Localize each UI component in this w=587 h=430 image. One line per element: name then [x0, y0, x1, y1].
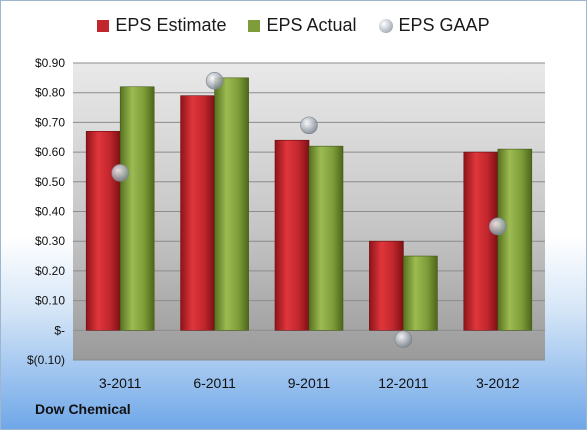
legend-swatch-eps-estimate — [97, 19, 110, 32]
bar-eps-estimate — [85, 131, 121, 331]
marker-eps-gaap — [300, 116, 318, 135]
legend-swatch-eps-actual — [248, 19, 261, 32]
bar-eps-actual — [497, 148, 533, 331]
x-category-label: 9-2011 — [288, 375, 331, 391]
company-name: Dow Chemical — [35, 401, 131, 417]
legend-label-eps-estimate: EPS Estimate — [115, 15, 227, 35]
marker-eps-gaap — [394, 330, 413, 349]
y-tick-label: $(0.10) — [27, 353, 65, 367]
y-tick-label: $0.40 — [35, 205, 65, 219]
y-tick-label: $0.60 — [35, 145, 65, 159]
y-tick-label: $0.10 — [35, 294, 65, 308]
y-tick-label: $0.80 — [35, 86, 65, 100]
gaap-markers — [111, 72, 507, 349]
bar-eps-actual — [119, 86, 155, 331]
legend-item-eps-estimate: EPS Estimate — [97, 15, 226, 36]
y-axis-ticks: $0.90 $0.80 $0.70 $0.60 $0.50 $0.40 $0.30 $0.20… — [27, 56, 65, 367]
legend-item-eps-actual: EPS Actual — [248, 15, 357, 36]
x-category-label: 12-2011 — [378, 375, 429, 391]
y-tick-label: $0.50 — [35, 175, 65, 189]
marker-eps-gaap — [488, 217, 507, 236]
bar-eps-actual — [403, 255, 438, 331]
y-tick-label: $0.70 — [35, 115, 65, 129]
bar-eps-actual — [214, 77, 249, 331]
legend-marker-eps-gaap — [378, 18, 393, 33]
legend: EPS Estimate EPS Actual EPS GAAP — [1, 15, 586, 36]
x-category-label: 3-2011 — [99, 375, 142, 391]
legend-label-eps-gaap: EPS GAAP — [398, 15, 490, 35]
legend-label-eps-actual: EPS Actual — [266, 15, 357, 35]
x-axis-categories: 3-2011 6-2011 9-2011 12-2011 3-2012 — [99, 375, 520, 391]
bar-eps-estimate — [369, 240, 404, 331]
y-tick-label: $0.20 — [35, 264, 65, 278]
y-tick-label: $- — [54, 323, 65, 337]
legend-item-eps-gaap: EPS GAAP — [378, 15, 490, 36]
bars — [85, 77, 533, 331]
bar-eps-actual — [308, 145, 344, 331]
x-category-label: 3-2012 — [476, 375, 520, 391]
bar-eps-estimate — [274, 139, 310, 331]
marker-eps-gaap — [111, 164, 129, 182]
y-tick-label: $0.90 — [35, 56, 65, 70]
marker-eps-gaap — [205, 72, 224, 90]
bar-eps-estimate — [180, 95, 215, 331]
x-category-label: 6-2011 — [193, 375, 236, 391]
bar-eps-estimate — [463, 151, 499, 331]
y-tick-label: $0.30 — [35, 234, 65, 248]
